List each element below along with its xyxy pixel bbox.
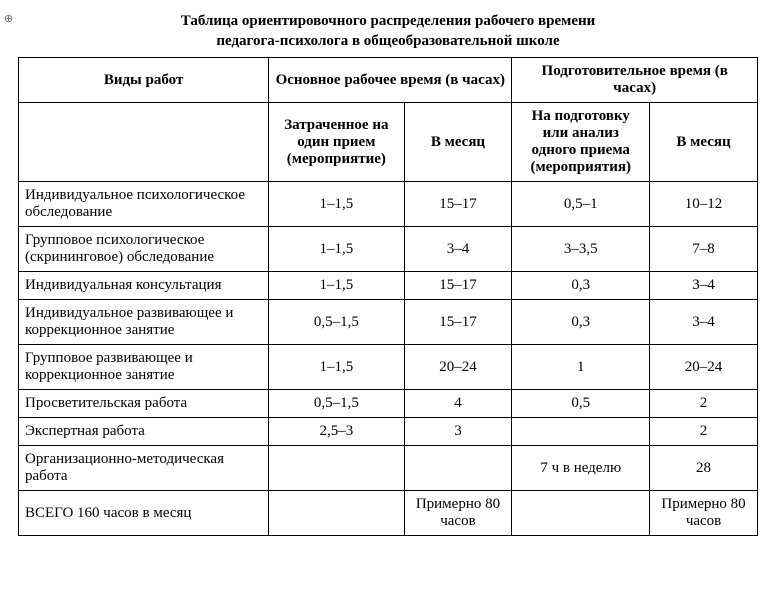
row-label: Индивидуальная консультация <box>19 272 269 300</box>
cell-value: 2,5–3 <box>269 418 404 446</box>
table-row: ВСЕГО 160 часов в месяц Примерно 80 часов… <box>19 491 758 536</box>
cell-value <box>512 491 650 536</box>
table-row: Индивидуальное психологическое обследова… <box>19 182 758 227</box>
header-prep-month: В месяц <box>650 103 758 182</box>
table-row: Групповое психологическое (скрининговое)… <box>19 227 758 272</box>
cell-value: 15–17 <box>404 300 512 345</box>
cell-value: 28 <box>650 446 758 491</box>
title-line-1: Таблица ориентировочного распределения р… <box>181 13 596 29</box>
cell-value: 0,5–1,5 <box>269 300 404 345</box>
header-main-time: Основное рабочее время (в часах) <box>269 58 512 103</box>
row-label: Индивидуальное психологическое обследова… <box>19 182 269 227</box>
cell-value <box>404 446 512 491</box>
cell-value: 1–1,5 <box>269 227 404 272</box>
table-title: Таблица ориентировочного распределения р… <box>18 12 758 51</box>
cell-value: 0,5 <box>512 390 650 418</box>
cell-value: 0,3 <box>512 272 650 300</box>
title-line-2: педагога-психолога в общеобразовательной… <box>216 33 559 49</box>
header-main-month: В месяц <box>404 103 512 182</box>
cell-value: 1 <box>512 345 650 390</box>
cell-value: 0,5–1,5 <box>269 390 404 418</box>
table-row: Экспертная работа2,5–33 2 <box>19 418 758 446</box>
table-row: Просветительская работа0,5–1,540,52 <box>19 390 758 418</box>
cell-value: 15–17 <box>404 272 512 300</box>
row-label: Индивидуальное развивающее и коррекционн… <box>19 300 269 345</box>
cell-value: 15–17 <box>404 182 512 227</box>
cell-value <box>512 418 650 446</box>
cell-value: 1–1,5 <box>269 345 404 390</box>
anchor-icon: ⊕ <box>4 12 13 25</box>
header-blank <box>19 103 269 182</box>
cell-value: 20–24 <box>650 345 758 390</box>
cell-value: 2 <box>650 390 758 418</box>
row-label: Экспертная работа <box>19 418 269 446</box>
cell-value: 3–3,5 <box>512 227 650 272</box>
cell-value <box>269 491 404 536</box>
table-row: Групповое развивающее и коррекционное за… <box>19 345 758 390</box>
header-prep-spent: На подготовку или анализ одного приема (… <box>512 103 650 182</box>
row-label: Организационно-методическая работа <box>19 446 269 491</box>
cell-value: Примерно 80 часов <box>404 491 512 536</box>
cell-value: 0,5–1 <box>512 182 650 227</box>
row-label: Групповое развивающее и коррекционное за… <box>19 345 269 390</box>
cell-value: 0,3 <box>512 300 650 345</box>
cell-value: 3–4 <box>650 300 758 345</box>
cell-value: 10–12 <box>650 182 758 227</box>
header-prep-time: Подготовительное время (в часах) <box>512 58 758 103</box>
header-work-types: Виды работ <box>19 58 269 103</box>
cell-value: 1–1,5 <box>269 182 404 227</box>
table-row: Индивидуальная консультация1–1,515–170,3… <box>19 272 758 300</box>
row-label: ВСЕГО 160 часов в месяц <box>19 491 269 536</box>
cell-value: Примерно 80 часов <box>650 491 758 536</box>
cell-value: 3–4 <box>404 227 512 272</box>
table-row: Организационно-методическая работа 7 ч в … <box>19 446 758 491</box>
time-distribution-table: Виды работ Основное рабочее время (в час… <box>18 57 758 536</box>
header-main-spent: Затраченное на один прием (мероприятие) <box>269 103 404 182</box>
cell-value: 3 <box>404 418 512 446</box>
cell-value: 2 <box>650 418 758 446</box>
cell-value: 1–1,5 <box>269 272 404 300</box>
row-label: Просветительская работа <box>19 390 269 418</box>
cell-value <box>269 446 404 491</box>
table-row: Индивидуальное развивающее и коррекционн… <box>19 300 758 345</box>
cell-value: 4 <box>404 390 512 418</box>
cell-value: 20–24 <box>404 345 512 390</box>
cell-value: 7 ч в неделю <box>512 446 650 491</box>
row-label: Групповое психологическое (скрининговое)… <box>19 227 269 272</box>
cell-value: 3–4 <box>650 272 758 300</box>
cell-value: 7–8 <box>650 227 758 272</box>
